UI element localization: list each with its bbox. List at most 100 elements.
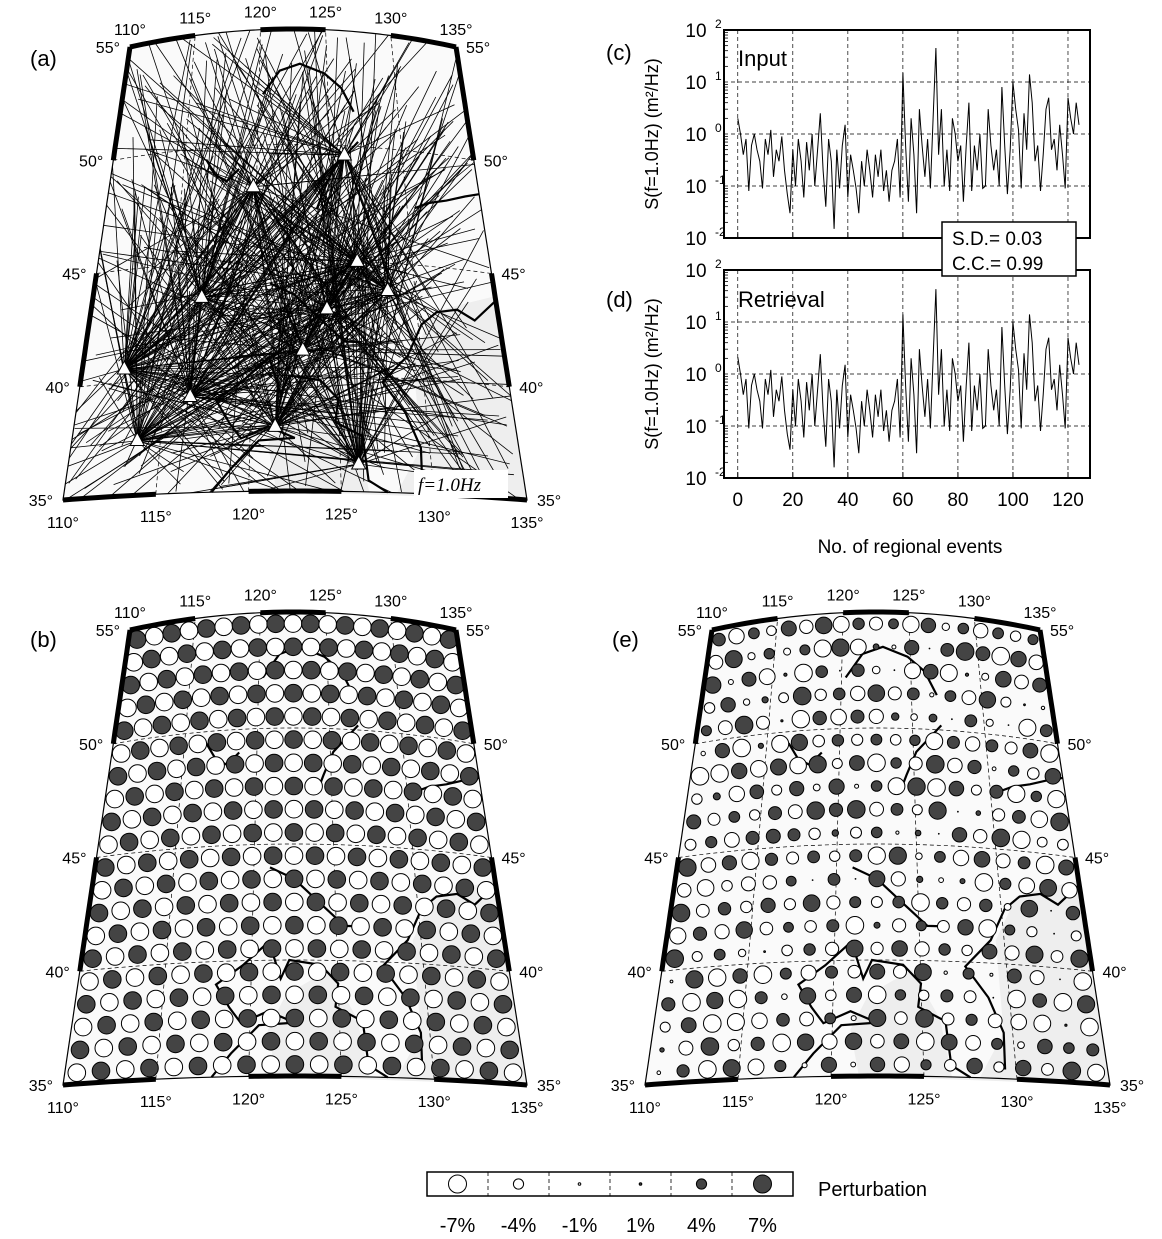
perturbation-negative [214, 617, 233, 637]
perturbation-positive [204, 779, 224, 798]
perturbation-positive [1050, 812, 1069, 832]
perturbation-positive [162, 624, 181, 643]
perturbation-positive [123, 991, 142, 1010]
map-e-lon-top-125: 125° [892, 588, 925, 605]
perturbation-negative [265, 684, 285, 703]
perturbation-positive [194, 964, 213, 983]
perturbation-negative [1000, 696, 1012, 708]
perturbation-negative [242, 846, 262, 866]
perturbation-negative [867, 846, 886, 865]
perturbation-negative [700, 857, 717, 873]
perturbation-positive [357, 1032, 376, 1052]
perturbation-negative [328, 893, 347, 912]
ray-paths [63, 29, 522, 500]
perturbation-positive [229, 662, 249, 682]
perturbation-negative [111, 901, 130, 921]
perturbation-negative [1004, 945, 1020, 961]
perturbation-negative [961, 944, 973, 957]
perturbation-positive [452, 1037, 472, 1056]
ray-path [189, 396, 254, 459]
ray-path [356, 128, 446, 262]
perturbation-negative [1026, 926, 1038, 938]
perturbation-negative [728, 989, 748, 1009]
perturbation-positive [408, 828, 427, 848]
perturbation-negative [758, 668, 776, 686]
ray-path [253, 186, 366, 496]
ray-path [210, 426, 276, 457]
ray-path [274, 196, 475, 427]
perturbation-negative [893, 1056, 910, 1073]
perturbation-positive [210, 686, 229, 706]
map-b-lat-left-50: 50° [79, 737, 103, 754]
perturbation-negative [326, 846, 346, 866]
ray-path [147, 186, 254, 273]
perturbation-positive [403, 782, 423, 802]
perturbation-positive [962, 967, 975, 980]
chart-c-y-tick-label: 10 [685, 21, 706, 42]
perturbation-negative [870, 1033, 885, 1049]
perturbation-positive [320, 684, 340, 704]
map-b-lon-top-115: 115° [179, 593, 211, 610]
ray-path [132, 137, 138, 441]
ray-path [274, 205, 401, 427]
perturbation-positive [748, 627, 760, 640]
perturbation-negative [708, 968, 727, 987]
perturbation-negative [284, 660, 303, 680]
perturbation-positive [722, 1059, 741, 1078]
perturbation-positive [207, 733, 227, 752]
perturbation-negative [825, 989, 837, 1002]
perturbation-negative [244, 800, 263, 820]
ray-path [196, 154, 345, 308]
perturbation-negative [490, 972, 509, 991]
perturbation-negative [353, 617, 372, 637]
perturbation-positive [91, 1061, 111, 1081]
panel-d-label: (d) [606, 287, 633, 312]
perturbation-positive [119, 832, 139, 852]
perturbation-positive [893, 1033, 910, 1050]
perturbation-positive [680, 1017, 697, 1034]
perturbation-positive [832, 687, 846, 701]
ray-path [137, 378, 461, 441]
perturbation-positive [1039, 724, 1053, 738]
perturbation-negative [771, 734, 790, 753]
ray-path [94, 283, 359, 465]
station-triangle [193, 288, 210, 303]
perturbation-negative [839, 669, 841, 672]
perturbation-positive [915, 920, 927, 932]
perturbation-positive [1023, 703, 1026, 707]
ray-path [344, 154, 467, 329]
perturbation-negative [698, 1060, 717, 1079]
ray-path [306, 290, 388, 369]
perturbation-positive [1010, 650, 1027, 668]
ray-path [212, 43, 345, 156]
perturbation-positive [940, 643, 955, 657]
perturbation-negative [669, 979, 674, 984]
ray-path [274, 111, 346, 427]
ray-path [217, 130, 328, 310]
perturbation-negative [266, 637, 285, 657]
ray-path [165, 290, 388, 394]
perturbation-negative [237, 1032, 257, 1051]
perturbation-negative [804, 920, 817, 933]
station-triangle [245, 177, 262, 193]
perturbation-negative [789, 756, 807, 775]
perturbation-positive [1008, 765, 1020, 777]
station-triangle [319, 299, 335, 315]
perturbation-negative [171, 965, 190, 985]
perturbation-positive [262, 939, 282, 958]
ray-path [189, 396, 224, 476]
perturbation-positive [1058, 859, 1075, 876]
ray-path [123, 368, 135, 418]
ray-path [98, 377, 138, 441]
perturbation-negative [1057, 838, 1069, 851]
perturbation-positive [964, 672, 970, 677]
perturbation-positive [221, 847, 241, 867]
perturbation-negative [1050, 950, 1064, 963]
perturbation-negative [330, 939, 349, 959]
ray-path [136, 69, 191, 397]
perturbation-positive [118, 1037, 137, 1056]
perturbation-positive [431, 1058, 450, 1078]
perturbation-positive [992, 627, 1004, 640]
perturbation-positive [779, 967, 792, 980]
